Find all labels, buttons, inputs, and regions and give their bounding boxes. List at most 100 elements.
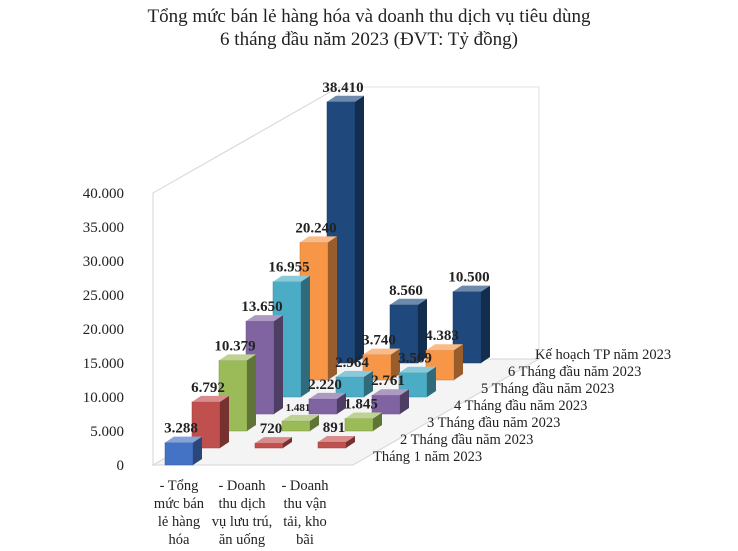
bar-side — [364, 370, 373, 397]
bar-3-1 — [308, 392, 346, 415]
data-label: 720 — [260, 421, 283, 437]
series-axis-label: Tháng 1 năm 2023 — [373, 449, 482, 465]
data-label: 1.845 — [344, 396, 378, 412]
category-label: thu vận — [283, 496, 327, 512]
bar-side — [481, 285, 490, 363]
chart-bars — [164, 95, 490, 466]
bar-4-1 — [335, 370, 373, 398]
bar-front — [164, 442, 194, 466]
bar-6-0 — [326, 95, 364, 364]
bar-top — [390, 298, 427, 305]
bar-side — [337, 392, 346, 414]
series-axis-label: 2 Tháng đầu năm 2023 — [400, 432, 533, 448]
bar-side — [193, 436, 202, 465]
category-label: bãi — [296, 532, 314, 548]
bar-top — [309, 392, 346, 399]
bar-side — [391, 348, 400, 380]
y-tick-label: 35.000 — [83, 220, 124, 236]
bar-0-0 — [164, 436, 202, 466]
bar-side — [247, 354, 256, 431]
category-label: - Doanh — [281, 478, 329, 494]
data-label: 2.964 — [335, 355, 369, 371]
data-label: 4.383 — [425, 328, 459, 344]
y-axis-ticks: 0 5.000 10.000 15.000 20.000 25.000 30.000 35.0… — [83, 186, 124, 474]
y-tick-label: 40.000 — [83, 186, 124, 202]
data-label: 10.379 — [214, 338, 255, 354]
category-label: mức bán — [154, 496, 205, 512]
bar-top — [399, 366, 436, 373]
bar-side — [427, 366, 436, 397]
series-axis-label: 5 Tháng đầu năm 2023 — [481, 381, 614, 397]
bar-front — [281, 420, 311, 432]
bar-top — [363, 348, 400, 355]
bar-top — [372, 389, 409, 396]
data-label: 16.955 — [268, 260, 309, 276]
data-label: 3.288 — [164, 421, 198, 437]
y-tick-label: 5.000 — [90, 424, 124, 440]
bar-side — [355, 95, 364, 363]
series-axis-label: 6 Tháng đầu năm 2023 — [508, 364, 641, 380]
bar-top — [192, 395, 229, 402]
category-label: - Doanh — [218, 478, 266, 494]
chart-title-line: 6 tháng đầu năm 2023 (ĐVT: Tỷ đồng) — [220, 29, 518, 50]
y-tick-label: 15.000 — [83, 356, 124, 372]
chart-title-line: Tổng mức bán lẻ hàng hóa và doanh thu dị… — [148, 6, 591, 27]
bar-top — [300, 236, 337, 243]
data-labels: 38.410 8.560 10.500 20.240 3.740 4.383 16.955 2… — [164, 80, 490, 437]
category-label: - Tổng — [160, 478, 199, 494]
bar-side — [400, 389, 409, 414]
bar-1-2 — [317, 435, 355, 449]
y-tick-label: 10.000 — [83, 390, 124, 406]
bar-front — [317, 441, 347, 449]
bar-side — [274, 315, 283, 414]
category-label: vụ lưu trú, — [212, 514, 273, 530]
bar-top — [336, 370, 373, 377]
bar-side — [418, 298, 427, 363]
bar-top — [219, 354, 256, 361]
data-label: 1.481 — [286, 402, 311, 414]
bar-top — [345, 412, 382, 419]
bar-1-1 — [254, 437, 292, 449]
bar-2-1 — [281, 414, 319, 432]
category-label: thu dịch — [218, 496, 266, 512]
bar-top — [426, 344, 463, 351]
data-label: 10.500 — [448, 270, 489, 286]
category-label: tải, kho — [283, 514, 327, 530]
bar-6-1 — [389, 298, 427, 364]
category-label: ăn uống — [219, 532, 265, 548]
data-label: 3.569 — [398, 351, 432, 367]
y-tick-label: 0 — [117, 458, 125, 474]
bar-3-2 — [371, 389, 409, 415]
data-label: 891 — [323, 420, 346, 436]
bar-top — [327, 95, 364, 102]
bar-front — [308, 398, 338, 415]
bar-top — [453, 285, 490, 292]
bar-side — [220, 395, 229, 448]
data-label: 8.560 — [389, 283, 423, 299]
series-axis-label: 3 Tháng đầu năm 2023 — [427, 415, 560, 431]
back-wall — [338, 86, 540, 360]
chart-title: Tổng mức bán lẻ hàng hóa và doanh thu dị… — [148, 6, 591, 50]
data-label: 2.220 — [308, 377, 342, 393]
data-label: 20.240 — [295, 220, 336, 236]
series-axis-label: Kế hoạch TP năm 2023 — [535, 347, 671, 363]
category-axis-labels: - Tổng mức bán lẻ hàng hóa - Doanh thu dịch vụ… — [154, 478, 329, 548]
y-tick-label: 25.000 — [83, 288, 124, 304]
category-label: hóa — [169, 532, 191, 548]
bar-front — [344, 418, 374, 432]
data-label: 38.410 — [322, 80, 363, 96]
bar-top — [165, 436, 202, 443]
data-label: 6.792 — [191, 380, 225, 396]
bar-top — [282, 414, 319, 421]
bar-side — [301, 275, 310, 397]
bar-side — [310, 414, 319, 431]
bar-front — [254, 442, 284, 449]
y-tick-label: 30.000 — [83, 254, 124, 270]
data-label: 13.650 — [241, 299, 282, 315]
bar-top — [255, 437, 292, 444]
series-axis-label: 4 Tháng đầu năm 2023 — [454, 398, 587, 414]
bar-side — [454, 344, 463, 380]
bar-top — [246, 315, 283, 322]
